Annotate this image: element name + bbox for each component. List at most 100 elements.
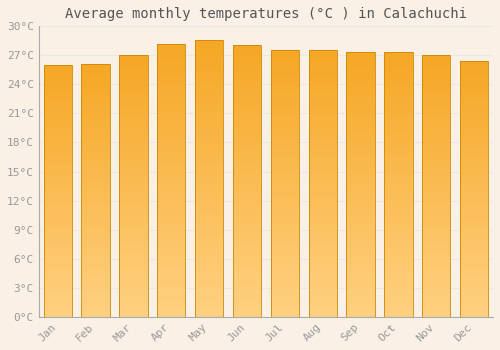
Bar: [270, 98, 299, 103]
Bar: [195, 223, 224, 228]
Bar: [384, 84, 412, 90]
Bar: [119, 92, 148, 97]
Bar: [119, 223, 148, 228]
Bar: [422, 270, 450, 275]
Bar: [384, 280, 412, 285]
Bar: [157, 77, 186, 82]
Bar: [195, 184, 224, 189]
Bar: [157, 147, 186, 153]
Bar: [195, 106, 224, 112]
Bar: [384, 100, 412, 105]
Bar: [346, 184, 375, 190]
Bar: [308, 87, 337, 92]
Bar: [384, 253, 412, 259]
Bar: [346, 285, 375, 290]
Bar: [119, 76, 148, 82]
Bar: [270, 103, 299, 108]
Bar: [119, 202, 148, 207]
Bar: [119, 113, 148, 118]
Bar: [233, 273, 261, 279]
Bar: [44, 65, 72, 317]
Bar: [346, 179, 375, 184]
Bar: [233, 45, 261, 317]
Bar: [460, 194, 488, 199]
Bar: [119, 103, 148, 108]
Bar: [157, 120, 186, 126]
Bar: [82, 196, 110, 201]
Bar: [270, 108, 299, 114]
Bar: [195, 206, 224, 211]
Bar: [119, 233, 148, 238]
Bar: [44, 191, 72, 196]
Bar: [422, 108, 450, 113]
Bar: [384, 184, 412, 190]
Bar: [82, 292, 110, 296]
Bar: [119, 275, 148, 280]
Bar: [195, 123, 224, 128]
Bar: [422, 123, 450, 128]
Bar: [460, 281, 488, 286]
Bar: [195, 101, 224, 106]
Bar: [157, 164, 186, 169]
Bar: [270, 82, 299, 87]
Bar: [44, 181, 72, 186]
Bar: [44, 231, 72, 236]
Bar: [346, 84, 375, 90]
Bar: [384, 238, 412, 243]
Bar: [422, 176, 450, 181]
Bar: [422, 191, 450, 197]
Bar: [44, 266, 72, 272]
Bar: [422, 160, 450, 165]
Bar: [384, 306, 412, 312]
Bar: [384, 90, 412, 95]
Bar: [422, 275, 450, 280]
Bar: [82, 79, 110, 84]
Bar: [308, 253, 337, 258]
Bar: [82, 312, 110, 317]
Bar: [119, 301, 148, 306]
Bar: [460, 301, 488, 307]
Bar: [384, 169, 412, 174]
Bar: [308, 226, 337, 231]
Bar: [270, 173, 299, 178]
Bar: [422, 254, 450, 259]
Bar: [270, 167, 299, 173]
Bar: [308, 178, 337, 183]
Bar: [233, 268, 261, 273]
Bar: [195, 189, 224, 195]
Bar: [157, 273, 186, 279]
Bar: [460, 209, 488, 215]
Bar: [195, 134, 224, 140]
Bar: [44, 256, 72, 261]
Bar: [157, 268, 186, 273]
Bar: [157, 289, 186, 295]
Bar: [233, 170, 261, 175]
Bar: [308, 279, 337, 285]
Bar: [195, 211, 224, 217]
Bar: [157, 109, 186, 115]
Bar: [422, 103, 450, 108]
Bar: [308, 183, 337, 189]
Bar: [157, 131, 186, 136]
Bar: [460, 312, 488, 317]
Bar: [119, 238, 148, 244]
Bar: [233, 192, 261, 197]
Bar: [460, 128, 488, 133]
Bar: [384, 148, 412, 153]
Bar: [308, 204, 337, 210]
Bar: [460, 82, 488, 87]
Bar: [270, 258, 299, 263]
Bar: [346, 195, 375, 201]
Bar: [384, 227, 412, 232]
Bar: [422, 217, 450, 223]
Bar: [44, 276, 72, 281]
Bar: [44, 150, 72, 156]
Bar: [384, 216, 412, 222]
Bar: [270, 71, 299, 76]
Bar: [460, 220, 488, 225]
Bar: [44, 171, 72, 176]
Bar: [157, 44, 186, 317]
Bar: [270, 263, 299, 269]
Bar: [195, 79, 224, 84]
Bar: [157, 98, 186, 104]
